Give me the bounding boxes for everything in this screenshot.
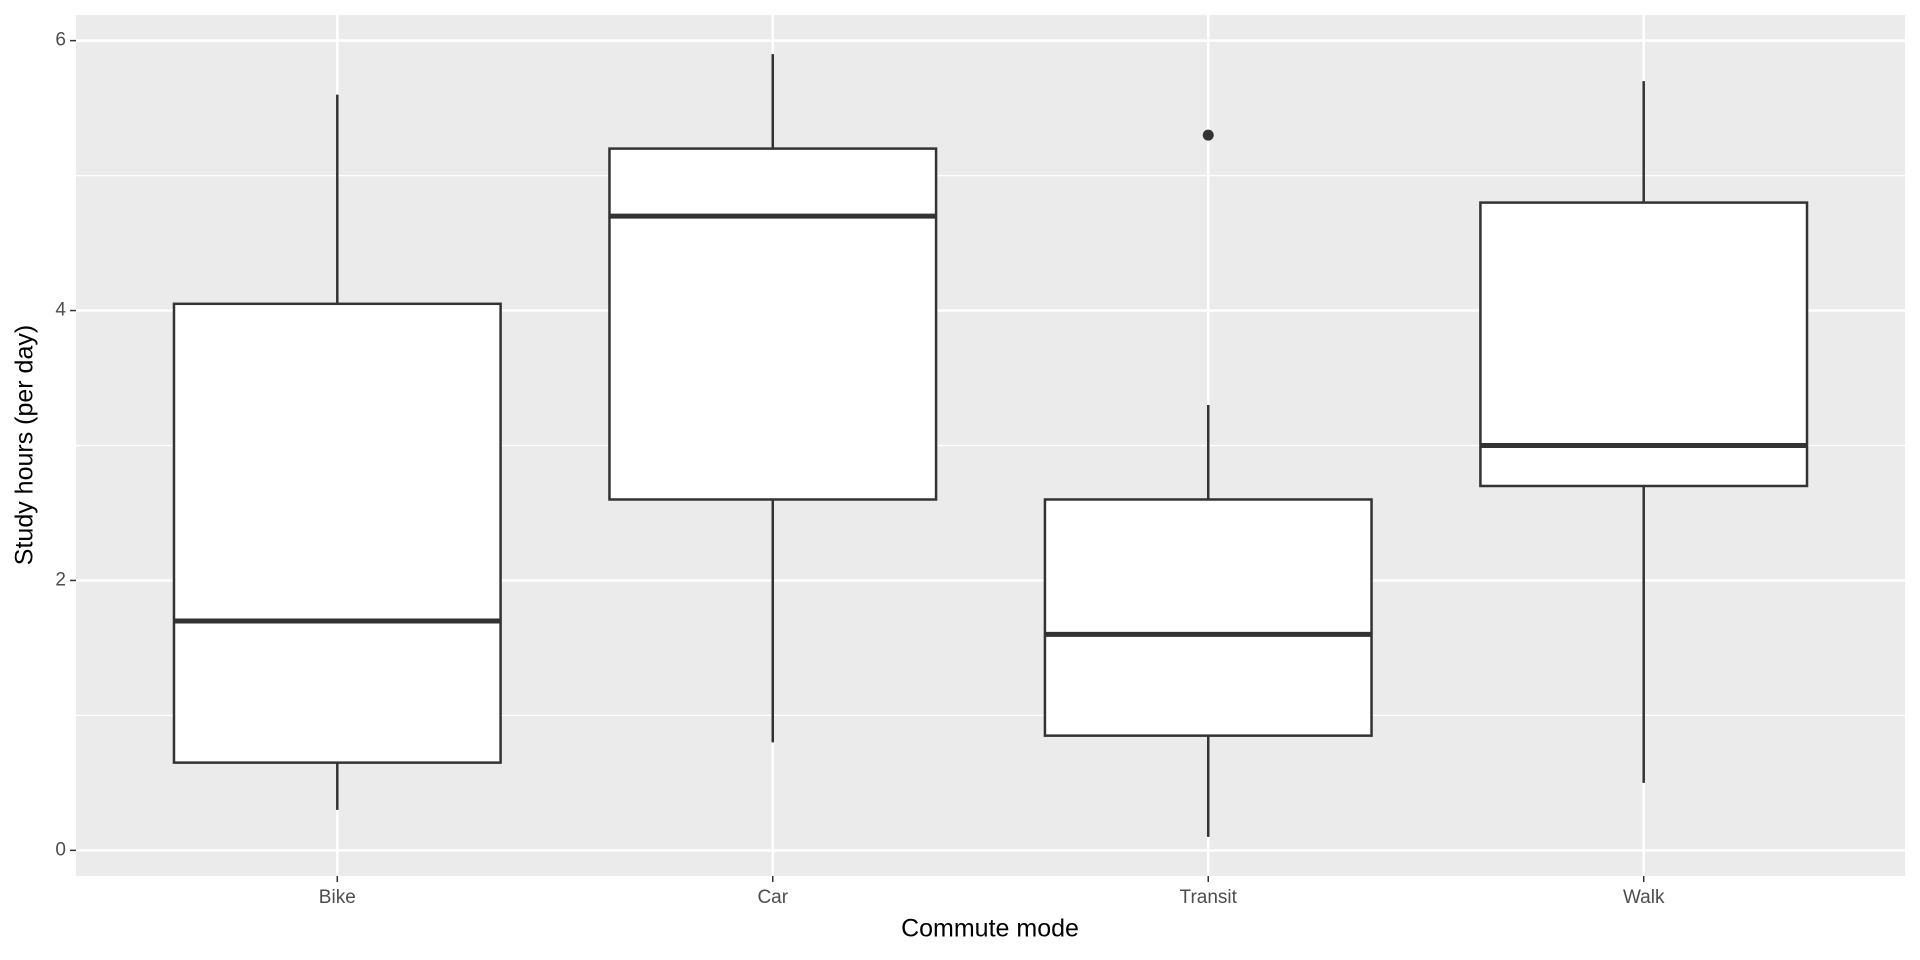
box xyxy=(1043,498,1373,737)
outlier xyxy=(1202,129,1214,141)
x-tick-label: Walk xyxy=(1623,887,1665,908)
y-axis-title: Study hours (per day) xyxy=(11,325,39,565)
x-tick-label: Transit xyxy=(1180,887,1238,908)
box xyxy=(172,302,502,764)
y-tick-label: 2 xyxy=(55,569,66,590)
box xyxy=(608,147,938,501)
y-tick-label: 0 xyxy=(55,839,66,860)
x-tick-label: Bike xyxy=(319,887,356,908)
y-tick-label: 4 xyxy=(55,300,66,321)
x-axis-title: Commute mode xyxy=(901,915,1079,943)
x-tick-label: Car xyxy=(757,887,788,908)
box xyxy=(1479,201,1809,488)
y-tick-label: 6 xyxy=(55,30,66,51)
